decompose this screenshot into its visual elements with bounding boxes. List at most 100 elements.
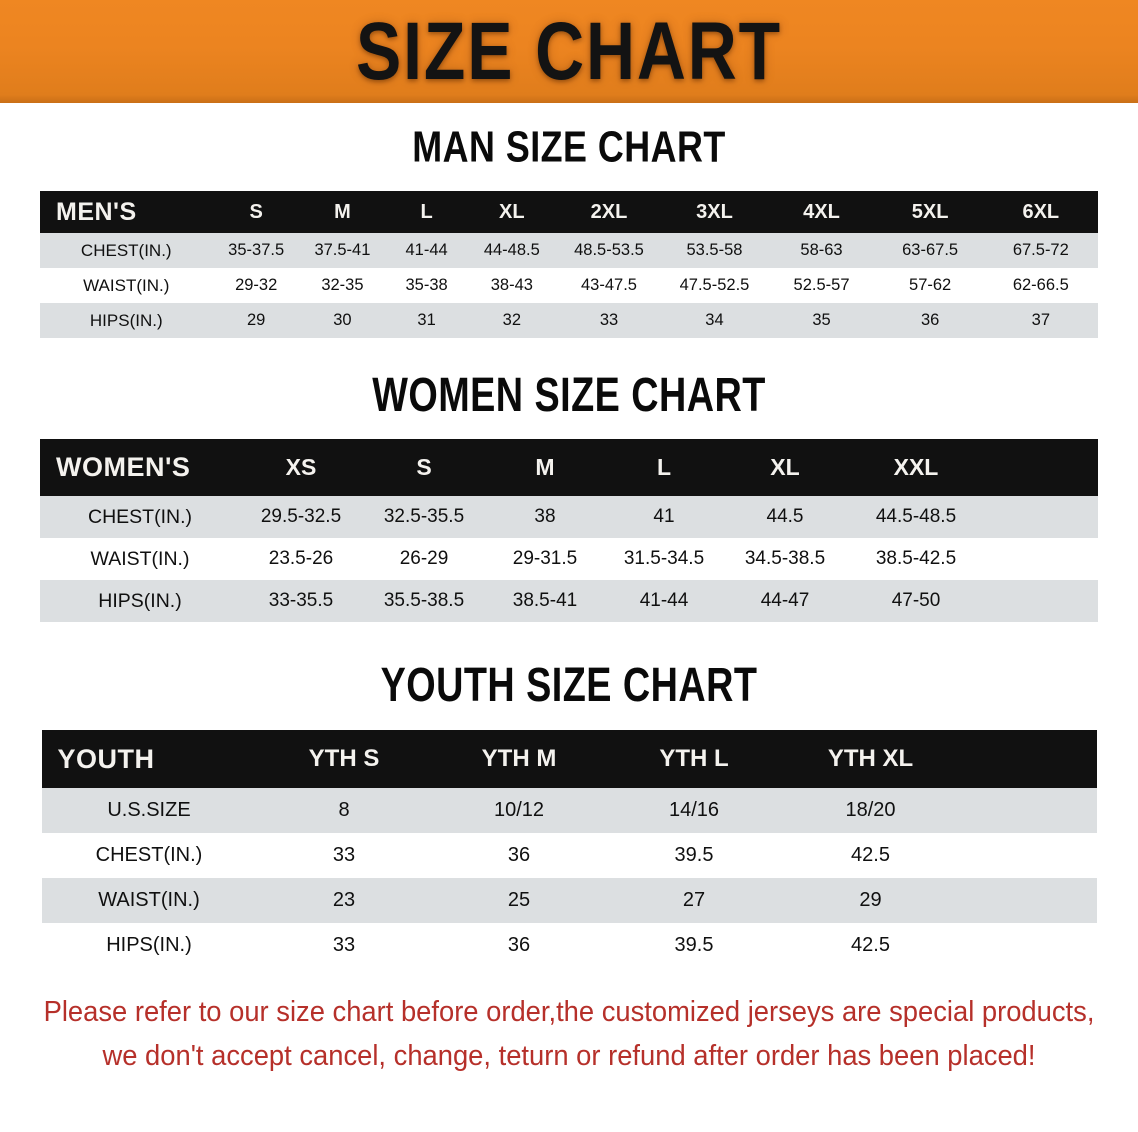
cell: 38.5-42.5 (846, 538, 986, 580)
cell: 53.5-58 (662, 233, 767, 268)
cell: 31 (385, 303, 469, 338)
table-row: WAIST(IN.) 23 25 27 29 (41, 878, 1097, 923)
women-col-header: XS (240, 439, 362, 496)
cell: 62-66.5 (983, 268, 1098, 303)
cell: 29 (212, 303, 300, 338)
cell: 33 (555, 303, 663, 338)
cell: 34 (662, 303, 767, 338)
cell: 29-31.5 (486, 538, 604, 580)
disclaimer-line-1: Please refer to our size chart before or… (43, 996, 1095, 1028)
disclaimer-note: Please refer to our size chart before or… (41, 990, 1097, 1078)
cell: 33-35.5 (240, 580, 362, 622)
cell: 31.5-34.5 (604, 538, 724, 580)
cell: 58-63 (766, 233, 877, 268)
cell: 33 (256, 833, 432, 878)
table-header-row: YOUTH YTH S YTH M YTH L YTH XL (41, 730, 1097, 788)
women-col-header: L (604, 439, 724, 496)
women-col-header: S (362, 439, 486, 496)
cell: 23.5-26 (240, 538, 362, 580)
cell: 35-37.5 (212, 233, 300, 268)
men-col-header: L (385, 191, 469, 233)
cell: 32-35 (299, 268, 386, 303)
cell: 33 (256, 923, 432, 968)
men-col-header: 2XL (555, 191, 663, 233)
table-row: U.S.SIZE 8 10/12 14/16 18/20 (41, 788, 1097, 833)
cell: 37.5-41 (299, 233, 386, 268)
cell: 35-38 (385, 268, 469, 303)
cell: 41-44 (385, 233, 469, 268)
women-col-header-empty (986, 439, 1098, 496)
cell: 42.5 (781, 923, 960, 968)
disclaimer-line-2: we don't accept cancel, change, teturn o… (102, 1040, 1036, 1073)
cell: 29-32 (212, 268, 300, 303)
cell: 47-50 (846, 580, 986, 622)
cell: 38.5-41 (486, 580, 604, 622)
page-title: SIZE CHART (356, 6, 782, 97)
cell: 10/12 (431, 788, 607, 833)
youth-section-heading: YOUTH SIZE CHART (380, 657, 758, 712)
men-col-header: 6XL (983, 191, 1098, 233)
cell: 36 (876, 303, 984, 338)
cell: 8 (256, 788, 432, 833)
men-corner-label: MEN'S (40, 191, 213, 233)
youth-col-header: YTH S (256, 730, 432, 788)
cell: 37 (983, 303, 1098, 338)
cell: 36 (431, 923, 607, 968)
youth-corner-label: YOUTH (41, 730, 257, 788)
cell: 44-48.5 (468, 233, 556, 268)
table-row: CHEST(IN.) 35-37.5 37.5-41 41-44 44-48.5… (40, 233, 1098, 268)
table-row: HIPS(IN.) 33-35.5 35.5-38.5 38.5-41 41-4… (40, 580, 1098, 622)
youth-col-header: YTH XL (781, 730, 960, 788)
youth-col-header: YTH M (431, 730, 607, 788)
row-label: HIPS(IN.) (40, 303, 213, 338)
cell-empty (959, 788, 1097, 833)
cell: 42.5 (781, 833, 960, 878)
table-row: HIPS(IN.) 29 30 31 32 33 34 35 36 37 (40, 303, 1098, 338)
cell: 47.5-52.5 (662, 268, 767, 303)
cell: 52.5-57 (766, 268, 877, 303)
men-col-header: S (212, 191, 300, 233)
men-col-header: M (299, 191, 386, 233)
cell: 34.5-38.5 (724, 538, 846, 580)
youth-col-header-empty (959, 730, 1097, 788)
cell: 44.5-48.5 (846, 496, 986, 538)
cell: 38-43 (468, 268, 556, 303)
cell: 35.5-38.5 (362, 580, 486, 622)
cell: 36 (431, 833, 607, 878)
women-col-header: XXL (846, 439, 986, 496)
men-col-header: 4XL (766, 191, 877, 233)
cell: 41-44 (604, 580, 724, 622)
cell: 32.5-35.5 (362, 496, 486, 538)
cell-empty (959, 878, 1097, 923)
cell-empty (959, 833, 1097, 878)
cell: 23 (256, 878, 432, 923)
row-label: CHEST(IN.) (40, 496, 240, 538)
men-col-header: 5XL (876, 191, 984, 233)
women-col-header: M (486, 439, 604, 496)
women-size-table: WOMEN'S XS S M L XL XXL CHEST(IN.) 29.5-… (40, 439, 1098, 622)
row-label: HIPS(IN.) (41, 923, 257, 968)
cell: 30 (299, 303, 386, 338)
cell: 18/20 (781, 788, 960, 833)
men-col-header: XL (468, 191, 556, 233)
cell: 29 (781, 878, 960, 923)
row-label: CHEST(IN.) (41, 833, 257, 878)
row-label: U.S.SIZE (41, 788, 257, 833)
cell: 48.5-53.5 (555, 233, 663, 268)
cell-empty (986, 496, 1098, 538)
table-row: WAIST(IN.) 29-32 32-35 35-38 38-43 43-47… (40, 268, 1098, 303)
table-row: CHEST(IN.) 29.5-32.5 32.5-35.5 38 41 44.… (40, 496, 1098, 538)
cell: 25 (431, 878, 607, 923)
youth-col-header: YTH L (606, 730, 782, 788)
youth-size-table: YOUTH YTH S YTH M YTH L YTH XL U.S.SIZE … (41, 730, 1097, 968)
cell: 35 (766, 303, 877, 338)
cell: 63-67.5 (876, 233, 984, 268)
row-label: WAIST(IN.) (40, 268, 213, 303)
cell: 67.5-72 (983, 233, 1098, 268)
cell-empty (986, 580, 1098, 622)
row-label: HIPS(IN.) (40, 580, 240, 622)
row-label: WAIST(IN.) (40, 538, 240, 580)
man-section-heading: MAN SIZE CHART (412, 123, 726, 172)
cell: 43-47.5 (555, 268, 663, 303)
cell: 26-29 (362, 538, 486, 580)
